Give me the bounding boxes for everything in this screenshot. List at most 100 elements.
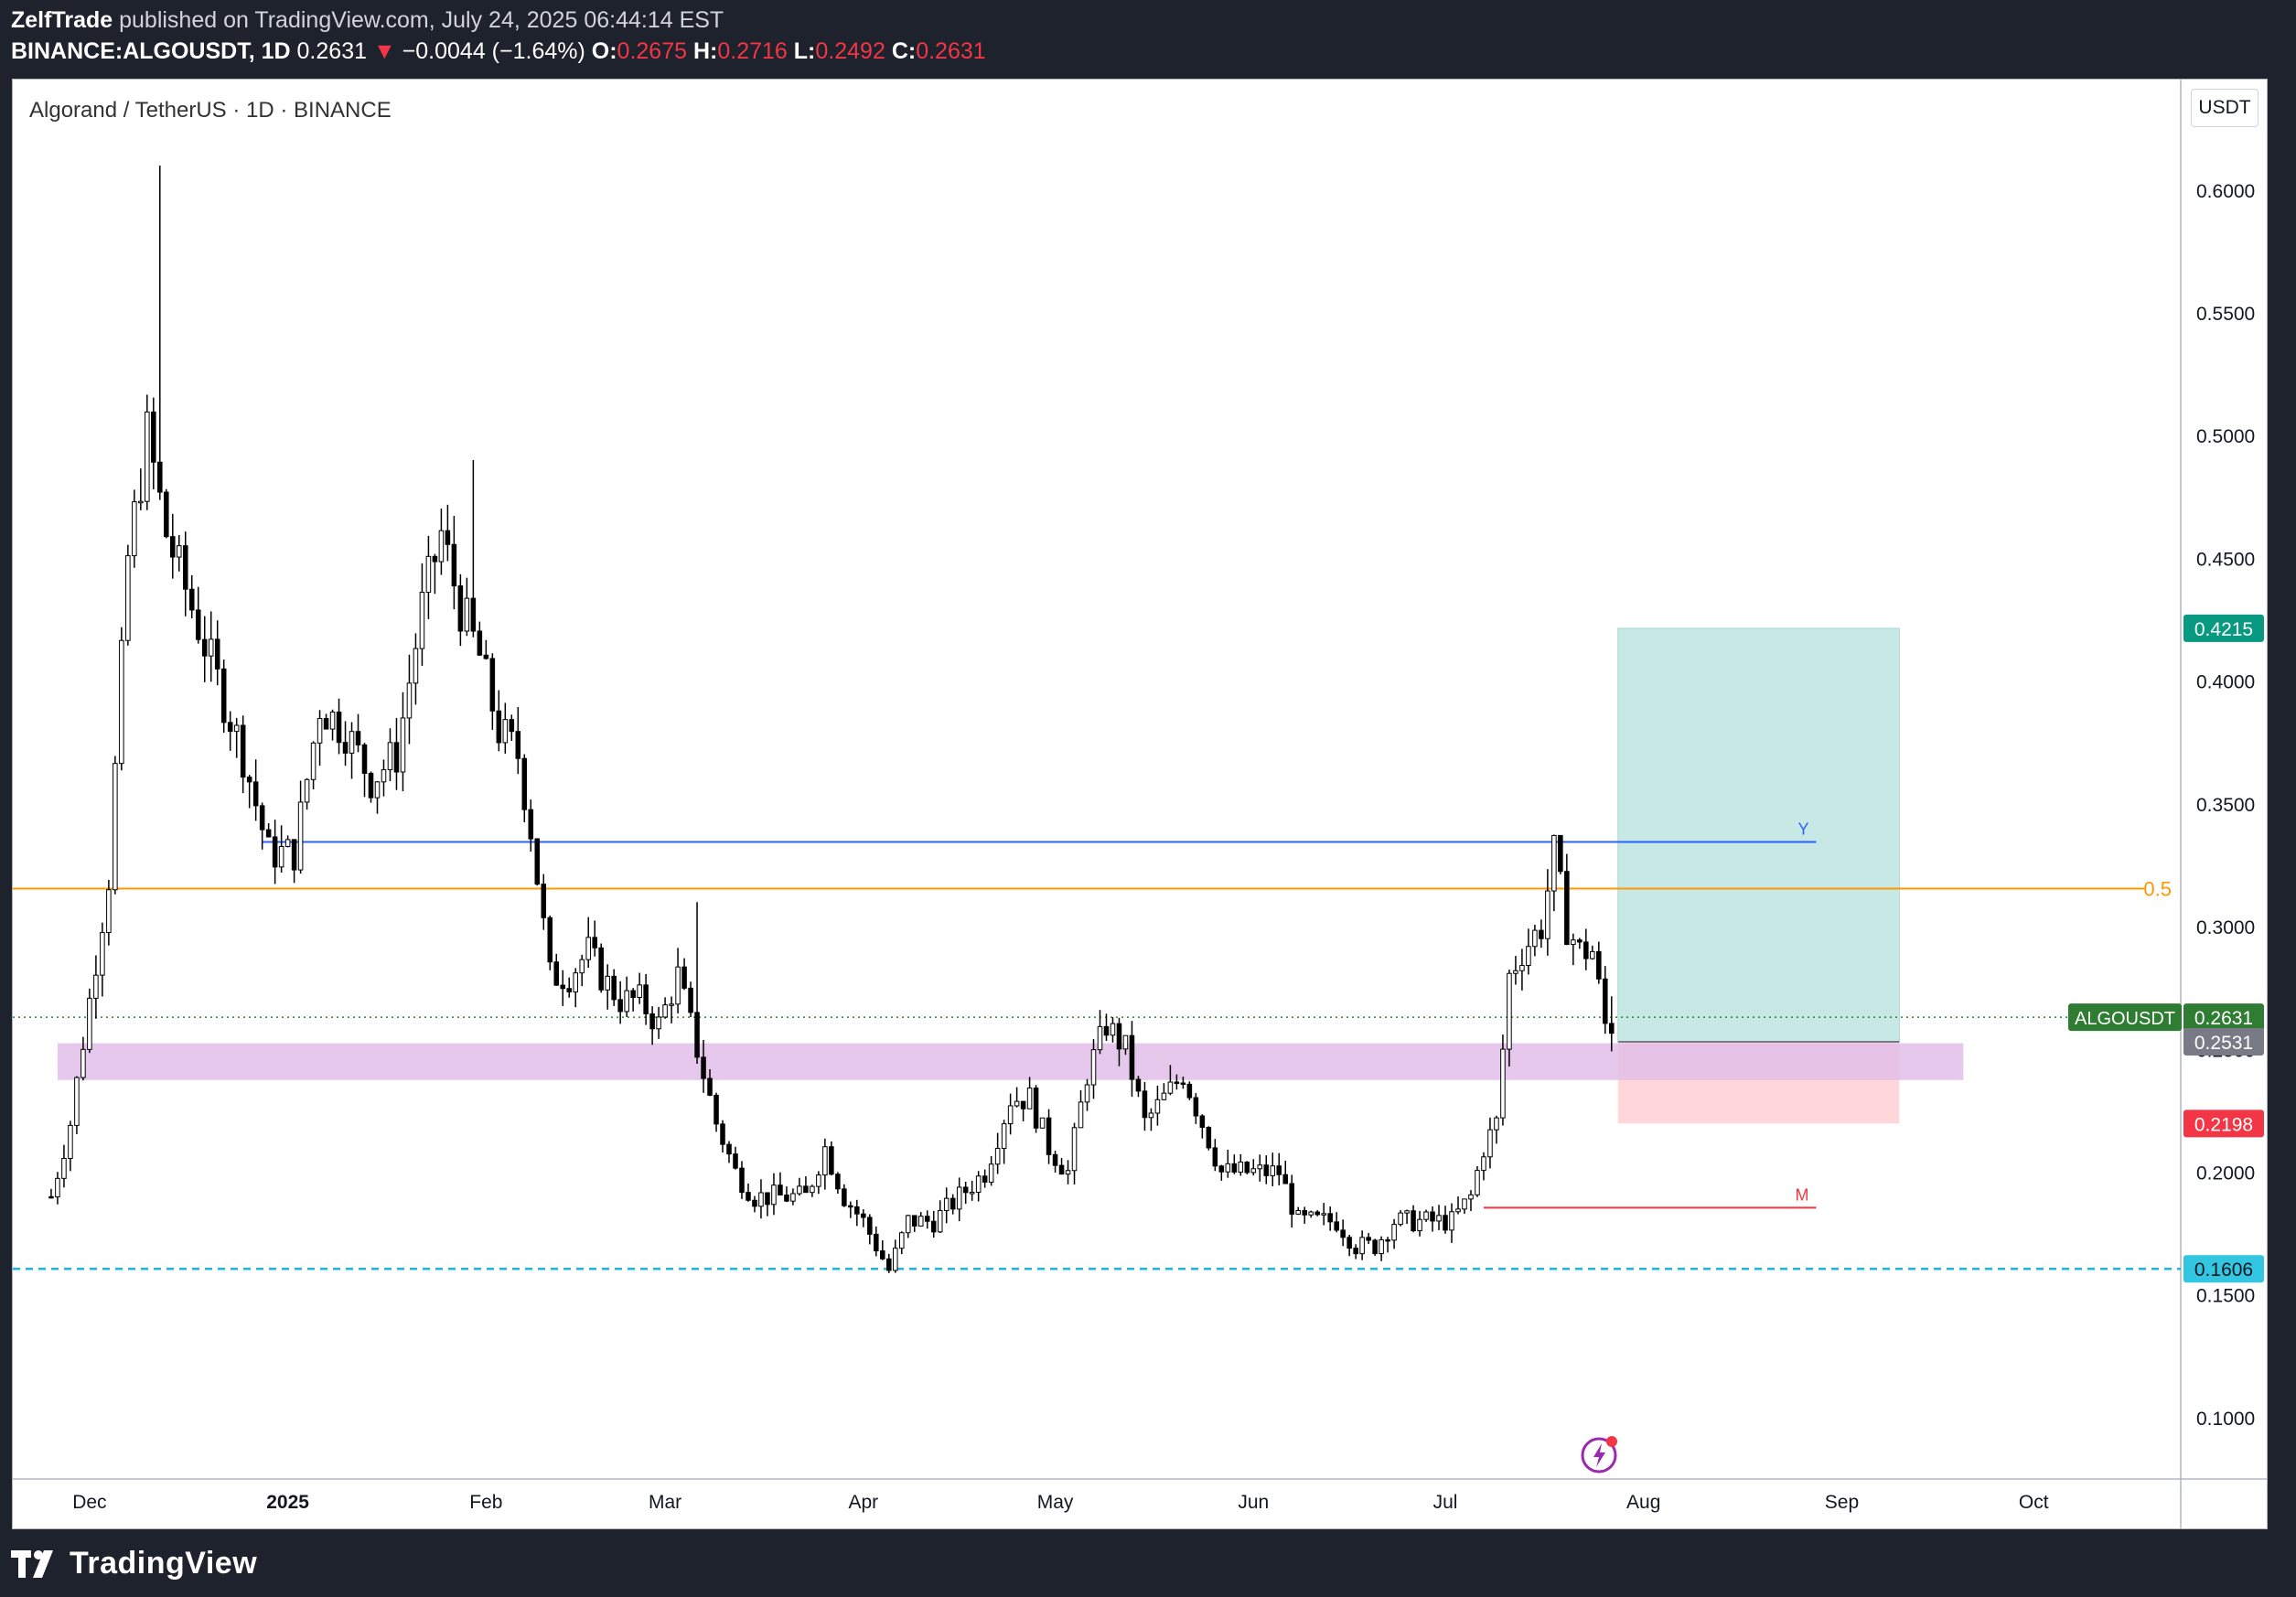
support-price-label-bg [2183, 1255, 2264, 1283]
candle-body [975, 1175, 982, 1194]
candle-body [1372, 1239, 1378, 1255]
candle-body [1340, 1229, 1346, 1238]
candle-body [797, 1185, 802, 1195]
candle-body [1359, 1237, 1365, 1255]
candle-body [1225, 1163, 1231, 1173]
stop-price-label-bg [2183, 1109, 2264, 1138]
candle-body [662, 1004, 668, 1018]
candle-body [400, 717, 406, 773]
candle-body [681, 966, 687, 989]
candle-body [1519, 964, 1525, 971]
candle-body [1475, 1170, 1480, 1195]
candle-body [132, 501, 137, 557]
candle-body [1084, 1084, 1090, 1103]
candle-body [822, 1146, 828, 1176]
x-tick-label: Apr [848, 1492, 878, 1513]
candle-body [195, 609, 201, 640]
candle-body [1218, 1165, 1225, 1173]
candle-body [656, 1016, 661, 1030]
candle-body [1154, 1099, 1161, 1114]
candle-body [1180, 1082, 1186, 1086]
candle-body [1545, 890, 1550, 939]
tradingview-logo[interactable]: TradingView [11, 1546, 257, 1581]
candle-body [553, 961, 560, 986]
candle-body [624, 990, 629, 1013]
candle-body [272, 836, 278, 868]
y-tick-label: 0.4500 [2196, 549, 2255, 570]
candle-body [1206, 1127, 1212, 1149]
candle-body [1577, 939, 1583, 943]
candle-body [1346, 1237, 1352, 1249]
candle-body [119, 639, 124, 765]
candle-body [1366, 1237, 1371, 1241]
candle-body [1270, 1165, 1276, 1176]
candle-body [61, 1158, 67, 1179]
chart-frame[interactable]: 0.5 Y M 0.6000 0.5500 0.5000 0.4500 0.4000 0.350… [12, 79, 2268, 1529]
candle-body [113, 763, 118, 891]
candle-body [1302, 1209, 1307, 1216]
symbol-tag: ALGOUSDT [2075, 1009, 2175, 1029]
candle-body [336, 711, 342, 744]
candle-body [1539, 929, 1544, 939]
candle-body [1071, 1127, 1078, 1172]
candle-body [880, 1250, 885, 1259]
y-level-label: Y [1797, 820, 1808, 838]
candle-body [1167, 1081, 1174, 1094]
candle-body [643, 984, 649, 1014]
candle-body [1468, 1194, 1474, 1200]
candle-body [349, 731, 355, 754]
candle-body [419, 592, 425, 649]
candle-body [943, 1197, 950, 1212]
candle-body [74, 1077, 80, 1126]
candle-body [1494, 1117, 1499, 1131]
entry-price-label-bg [2183, 1027, 2264, 1056]
candle-body [502, 719, 509, 744]
candle-body [649, 1013, 655, 1030]
candle-body [1282, 1174, 1289, 1184]
candle-body [898, 1232, 905, 1249]
candle-body [924, 1216, 930, 1222]
candle-body [1186, 1083, 1193, 1099]
currency-button[interactable]: USDT [2191, 89, 2258, 127]
candle-body [451, 543, 457, 587]
candle-body [246, 777, 252, 783]
candle-body [1398, 1212, 1403, 1226]
candle-body [630, 990, 636, 998]
candle-body [470, 597, 477, 632]
candle-body [835, 1174, 841, 1190]
author-name[interactable]: ZelfTrade [11, 7, 113, 33]
candle-body [1551, 834, 1557, 892]
candle-body [1058, 1164, 1065, 1175]
candle-body [1430, 1211, 1435, 1222]
candle-body [138, 500, 144, 504]
candle-body [509, 719, 515, 733]
candle-body [994, 1148, 1001, 1165]
candle-body [515, 731, 521, 759]
candle-body [1526, 946, 1531, 966]
close-value: 0.2631 [916, 38, 986, 64]
flash-alert-icon[interactable] [1580, 1434, 1620, 1474]
candle-body [100, 932, 105, 976]
candle-body [1212, 1147, 1218, 1167]
candle-body [521, 757, 528, 810]
candle-body [778, 1184, 783, 1196]
candle-body [201, 638, 208, 657]
candle-body [1385, 1238, 1390, 1242]
candle-body [560, 984, 566, 990]
candle-body [1020, 1100, 1026, 1109]
low-label: L: [793, 38, 816, 64]
target-price-label: 0.4215 [2194, 619, 2253, 640]
symbol-tag-bg [2068, 1003, 2182, 1032]
candle-body [861, 1213, 866, 1218]
candle-body [758, 1192, 764, 1207]
candle-body [106, 889, 112, 934]
candle-body [592, 937, 597, 949]
price-chart[interactable]: 0.5 Y M 0.6000 0.5500 0.5000 0.4500 0.4000 0.350… [13, 80, 2267, 1528]
candle-body [784, 1195, 789, 1202]
y-tick-label: 0.2000 [2196, 1163, 2255, 1184]
y-tick-label: 0.6000 [2196, 181, 2255, 202]
candle-body [1065, 1170, 1071, 1175]
header-line-2: BINANCE:ALGOUSDT, 1D 0.2631 ▼ −0.0044 (−… [11, 38, 986, 65]
candle-body [1052, 1153, 1058, 1166]
high-value: 0.2716 [717, 38, 788, 64]
